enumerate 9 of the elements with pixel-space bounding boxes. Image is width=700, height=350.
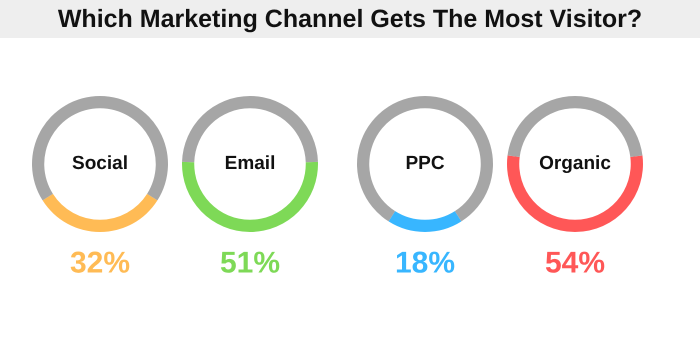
text: PPC bbox=[405, 153, 445, 174]
text: Organic bbox=[539, 153, 612, 174]
text: Email bbox=[224, 153, 276, 174]
text: Which Marketing Channel Gets The Most Visitor? bbox=[0, 0, 700, 38]
data-label: 18% bbox=[394, 246, 456, 280]
data-label: 54% bbox=[544, 246, 606, 280]
data-label: 51% bbox=[220, 246, 280, 280]
data-label: 32% bbox=[70, 246, 130, 280]
text: Social bbox=[72, 153, 128, 174]
